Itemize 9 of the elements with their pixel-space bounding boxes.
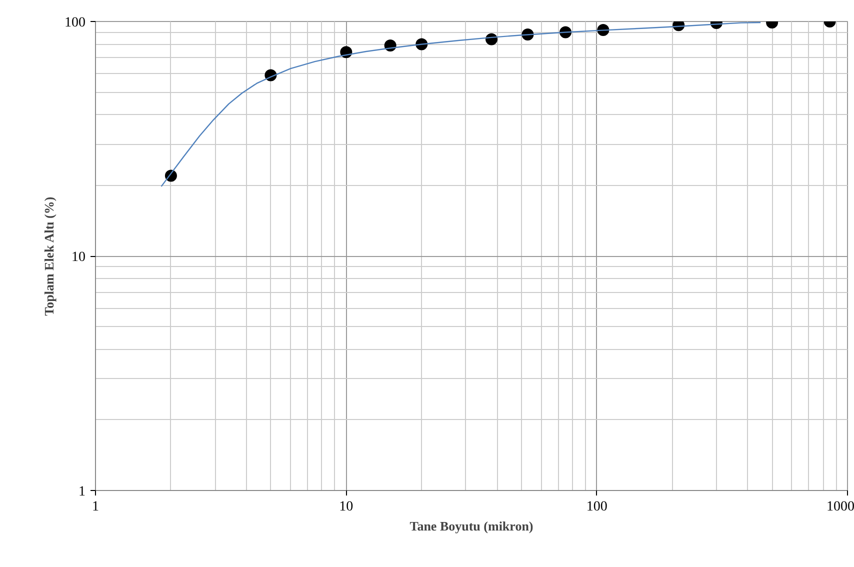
x-tick-label: 1000 <box>826 500 854 514</box>
y-tick-label: 10 <box>72 250 86 265</box>
y-tick-label: 1 <box>78 484 86 500</box>
x-tick-label: 100 <box>586 500 608 514</box>
y-axis-title: Toplam Elek Altı (%) <box>42 196 56 316</box>
x-tick-label: 10 <box>339 500 354 514</box>
y-tick-label: 100 <box>64 16 86 30</box>
x-axis-title: Tane Boyutu (mikron) <box>410 518 534 534</box>
x-tick-label: 1 <box>92 500 99 514</box>
